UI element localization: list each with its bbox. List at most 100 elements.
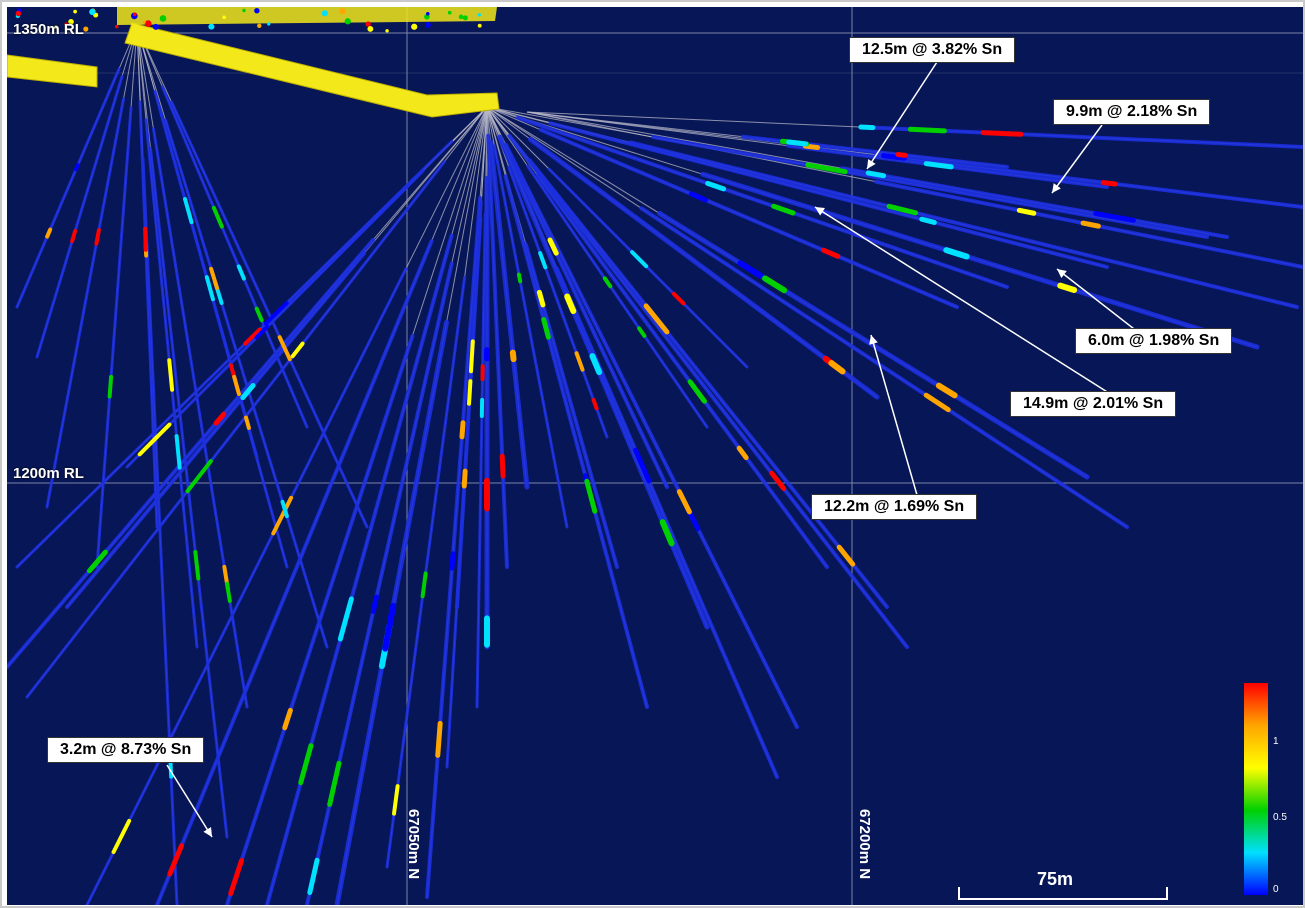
assay-interval bbox=[584, 478, 598, 514]
assay-interval bbox=[143, 233, 148, 252]
assay-interval bbox=[461, 468, 468, 489]
assay-interval bbox=[213, 411, 227, 426]
assay-interval bbox=[280, 499, 289, 519]
callout-arrow bbox=[869, 334, 918, 496]
assay-interval bbox=[671, 291, 686, 306]
drillhole-segment bbox=[486, 133, 509, 569]
scale-bar-label: 75m bbox=[1037, 869, 1074, 889]
assay-marker bbox=[115, 24, 119, 29]
callout-arrow bbox=[1056, 268, 1148, 340]
assay-interval bbox=[420, 571, 428, 599]
assay-interval bbox=[111, 818, 132, 854]
assay-interval bbox=[211, 205, 224, 229]
color-scale bbox=[1244, 683, 1268, 895]
drillhole-segment bbox=[15, 139, 454, 569]
assay-interval bbox=[935, 382, 958, 399]
assay-interval bbox=[243, 327, 262, 346]
drillhole-segment bbox=[475, 212, 487, 709]
assay-interval bbox=[174, 434, 182, 470]
assay-interval bbox=[980, 130, 1024, 137]
drillhole-segment bbox=[503, 174, 649, 709]
drillhole-segment bbox=[874, 152, 1303, 209]
assay-interval bbox=[1080, 220, 1101, 229]
level-label-top: 1350m RL bbox=[13, 21, 84, 38]
drillhole-segment bbox=[455, 216, 483, 609]
northing-label-b: 67200m N bbox=[856, 809, 873, 880]
assay-interval bbox=[538, 251, 548, 270]
drillhole-segment bbox=[170, 100, 369, 529]
callout-arrow bbox=[166, 764, 213, 838]
drillhole-segment bbox=[538, 127, 959, 309]
assay-interval bbox=[688, 191, 709, 203]
drillhole-section-view: 1350m RL 1200m RL 67050m N 67200m N 12.5… bbox=[7, 7, 1303, 905]
assay-interval bbox=[307, 857, 320, 896]
color-scale-tick: 0.5 bbox=[1273, 812, 1287, 823]
assay-interval bbox=[1016, 207, 1037, 216]
assay-marker bbox=[458, 14, 464, 20]
assay-marker bbox=[339, 8, 346, 15]
drillhole-segment bbox=[840, 166, 1229, 239]
assay-interval bbox=[676, 489, 692, 515]
assay-interval bbox=[509, 349, 517, 363]
drillhole-segment bbox=[155, 239, 434, 905]
assay-interval bbox=[786, 139, 809, 147]
assay-interval bbox=[468, 339, 475, 374]
assay-interval bbox=[232, 374, 241, 396]
intercept-callout: 14.9m @ 2.01% Sn bbox=[1010, 391, 1177, 417]
assay-interval bbox=[137, 435, 159, 457]
assay-marker bbox=[267, 22, 271, 26]
assay-marker bbox=[64, 22, 69, 26]
drillhole-segment bbox=[503, 142, 799, 729]
assay-interval bbox=[263, 301, 289, 326]
assay-interval bbox=[167, 843, 185, 877]
drillhole-segment bbox=[874, 125, 1303, 149]
assay-marker bbox=[365, 21, 371, 27]
assay-interval bbox=[923, 392, 951, 413]
section-canvas bbox=[7, 7, 1303, 905]
drillhole-segment bbox=[548, 121, 1109, 269]
assay-interval bbox=[737, 260, 764, 279]
assay-interval bbox=[943, 247, 970, 260]
assay-marker bbox=[54, 25, 58, 29]
assay-interval bbox=[70, 229, 78, 244]
assay-intervals bbox=[45, 124, 1136, 897]
assay-interval bbox=[881, 153, 907, 161]
drillhole-segment bbox=[161, 85, 309, 429]
assay-interval bbox=[541, 317, 551, 340]
assay-marker bbox=[132, 12, 137, 17]
assay-interval bbox=[225, 581, 232, 603]
assay-marker bbox=[152, 23, 159, 30]
assay-interval bbox=[228, 858, 244, 897]
drillhole-segment bbox=[153, 90, 259, 459]
assay-interval bbox=[290, 341, 305, 359]
drillhole-segment bbox=[205, 183, 411, 389]
assay-interval bbox=[643, 303, 670, 335]
grid-lines bbox=[7, 7, 1303, 905]
drillhole-segment bbox=[149, 147, 229, 839]
scale-bar bbox=[958, 887, 1168, 900]
assay-interval bbox=[236, 264, 246, 281]
assay-interval bbox=[327, 760, 342, 807]
color-scale-bar bbox=[1244, 683, 1268, 895]
assay-interval bbox=[94, 228, 101, 246]
assay-marker bbox=[425, 22, 431, 28]
drillhole-segment bbox=[628, 140, 1299, 309]
assay-interval bbox=[769, 470, 787, 491]
assay-interval bbox=[73, 163, 80, 172]
assay-marker bbox=[385, 29, 389, 33]
drillholes bbox=[7, 67, 1303, 905]
assay-interval bbox=[637, 326, 647, 338]
drillhole-segment bbox=[700, 171, 1260, 350]
assay-interval bbox=[204, 275, 215, 302]
assay-marker bbox=[68, 18, 74, 25]
assay-interval bbox=[45, 227, 53, 239]
assay-interval bbox=[865, 170, 887, 179]
drillhole-segment bbox=[535, 173, 829, 569]
callout-arrow bbox=[814, 206, 1113, 396]
drillhole-segment bbox=[527, 158, 889, 609]
drillhole-segment bbox=[152, 127, 249, 709]
assay-interval bbox=[167, 358, 175, 392]
assay-interval bbox=[499, 453, 506, 479]
assay-interval bbox=[209, 266, 219, 290]
assay-marker bbox=[222, 15, 226, 20]
